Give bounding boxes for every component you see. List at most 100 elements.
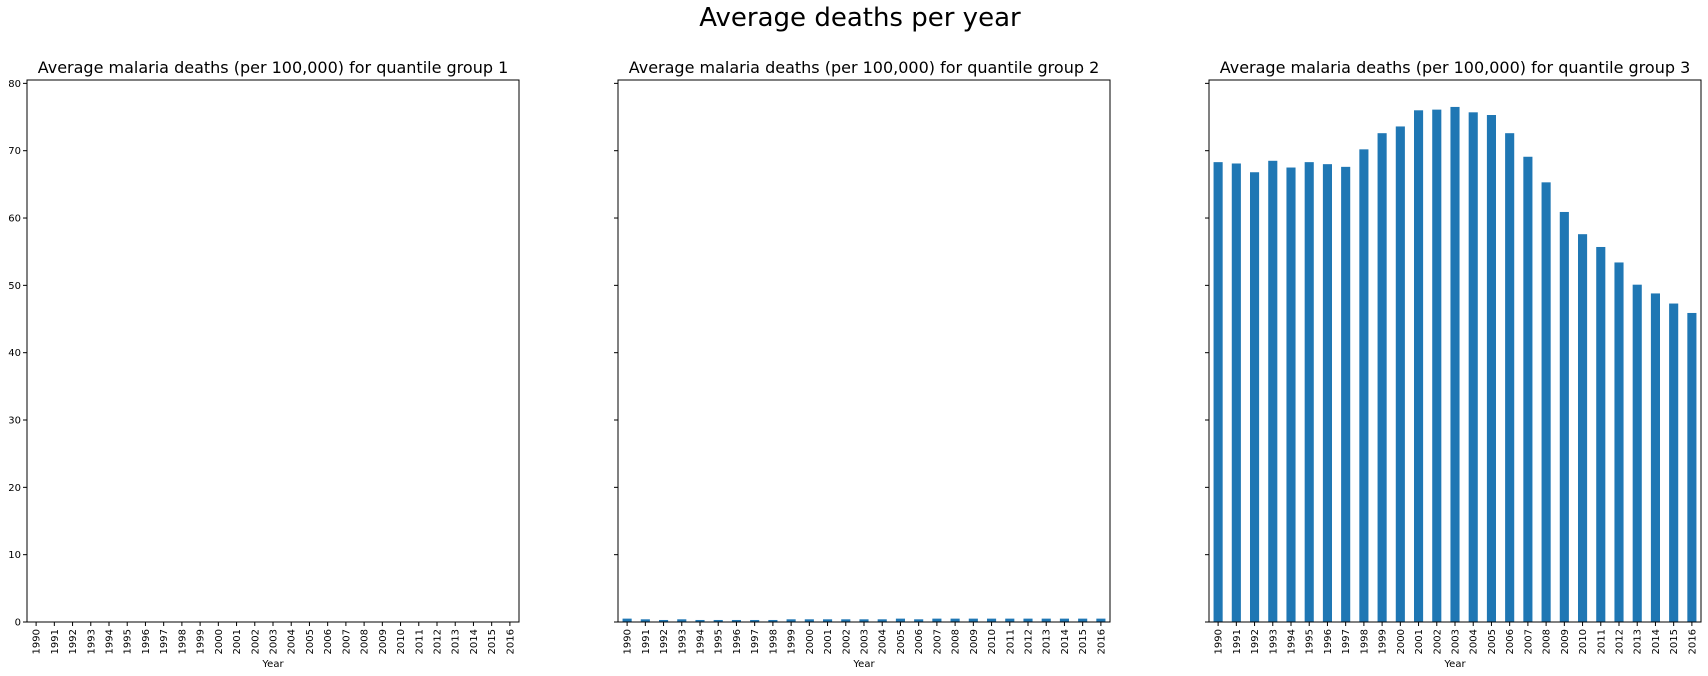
- x-tick-label: 2000: [1396, 629, 1407, 654]
- x-tick-label: 1999: [787, 629, 798, 654]
- bar: [987, 618, 997, 622]
- x-tick-label: 1998: [177, 629, 188, 654]
- axes-frame: [617, 79, 1111, 623]
- x-tick-label: 2012: [433, 629, 444, 654]
- bar: [1250, 172, 1260, 622]
- x-tick-label: 1997: [750, 629, 761, 654]
- x-tick-label: 2014: [469, 629, 480, 654]
- x-tick-label: 1998: [1359, 629, 1370, 654]
- bar: [1650, 293, 1660, 622]
- bar: [1005, 618, 1015, 622]
- x-tick-label: 1993: [1268, 629, 1279, 654]
- bar: [932, 618, 942, 622]
- y-tick-label: 30: [8, 416, 21, 427]
- x-tick-label: 1996: [141, 629, 152, 654]
- x-tick-label: 2013: [1633, 629, 1644, 654]
- bar: [750, 619, 760, 622]
- bar: [1377, 133, 1387, 622]
- bar: [1632, 284, 1642, 622]
- x-tick-label: 2008: [1542, 629, 1553, 654]
- x-tick-label: 1996: [1323, 629, 1334, 654]
- x-tick-label: 1994: [105, 629, 116, 654]
- x-tick-label: 2004: [878, 629, 889, 654]
- x-tick-label: 1991: [50, 629, 61, 654]
- x-tick-label: 2005: [1487, 629, 1498, 654]
- x-tick-label: 1993: [677, 629, 688, 654]
- bar: [914, 619, 924, 622]
- x-tick-label: 1995: [123, 629, 134, 654]
- bar: [1078, 618, 1088, 622]
- y-tick-label: 20: [8, 483, 21, 494]
- x-tick-label: 2009: [1560, 629, 1571, 654]
- bar: [968, 618, 978, 622]
- bar: [1669, 303, 1679, 622]
- x-tick-label: 2001: [823, 629, 834, 654]
- x-axis-label: Year: [1443, 659, 1466, 670]
- y-tick-label: 10: [8, 550, 21, 561]
- bar: [1395, 126, 1405, 622]
- bar: [1486, 115, 1496, 623]
- x-tick-label: 2008: [360, 629, 371, 654]
- figure-title: Average deaths per year: [699, 3, 1021, 33]
- x-tick-label: 2016: [505, 629, 516, 654]
- x-tick-label: 2009: [969, 629, 980, 654]
- x-tick-label: 2011: [414, 629, 425, 654]
- x-tick-label: 2014: [1060, 629, 1071, 654]
- x-tick-label: 2004: [287, 629, 298, 654]
- x-tick-label: 2001: [1414, 629, 1425, 654]
- bar: [877, 619, 887, 622]
- bar: [1687, 312, 1697, 622]
- x-axis-label: Year: [261, 659, 284, 670]
- bar: [1505, 133, 1515, 622]
- x-tick-label: 2015: [1078, 629, 1089, 654]
- x-tick-label: 2015: [1669, 629, 1680, 654]
- x-tick-label: 2007: [1523, 629, 1534, 654]
- subplot-2: Average malaria deaths (per 100,000) for…: [614, 58, 1111, 670]
- x-tick-label: 1998: [768, 629, 779, 654]
- x-tick-label: 2011: [1005, 629, 1016, 654]
- x-tick-label: 2006: [323, 629, 334, 654]
- x-tick-label: 2003: [860, 629, 871, 654]
- x-tick-label: 1992: [1250, 629, 1261, 654]
- y-tick-label: 50: [8, 281, 21, 292]
- subplot-title: Average malaria deaths (per 100,000) for…: [38, 58, 509, 77]
- bar: [1559, 211, 1569, 622]
- x-tick-label: 1992: [659, 629, 670, 654]
- bar: [1059, 618, 1069, 622]
- bar: [786, 619, 796, 622]
- subplot-title: Average malaria deaths (per 100,000) for…: [1220, 58, 1691, 77]
- bar: [950, 618, 960, 622]
- x-tick-label: 1995: [1305, 629, 1316, 654]
- bar: [695, 619, 705, 622]
- x-tick-label: 2010: [396, 629, 407, 654]
- x-tick-label: 2006: [914, 629, 925, 654]
- x-tick-label: 2015: [487, 629, 498, 654]
- x-tick-label: 2012: [1024, 629, 1035, 654]
- bar: [804, 619, 814, 622]
- bar: [1286, 167, 1296, 622]
- x-tick-label: 1996: [732, 629, 743, 654]
- y-tick-label: 40: [8, 348, 21, 359]
- x-tick-label: 1997: [159, 629, 170, 654]
- bar: [1096, 618, 1106, 622]
- y-tick-label: 80: [8, 79, 21, 90]
- bar: [1268, 160, 1278, 622]
- x-tick-label: 2003: [269, 629, 280, 654]
- bar: [1523, 156, 1533, 622]
- x-tick-label: 1994: [696, 629, 707, 654]
- bar: [677, 619, 687, 622]
- x-tick-label: 2002: [250, 629, 261, 654]
- y-tick-label: 0: [15, 618, 21, 629]
- x-tick-label: 1991: [1232, 629, 1243, 654]
- bar: [1023, 618, 1033, 622]
- bar: [1213, 162, 1223, 623]
- subplot-1: Average malaria deaths (per 100,000) for…: [8, 58, 520, 670]
- subplot-title: Average malaria deaths (per 100,000) for…: [629, 58, 1100, 77]
- bar: [1578, 234, 1588, 623]
- x-tick-label: 1990: [32, 629, 43, 654]
- x-tick-label: 1994: [1287, 629, 1298, 654]
- bar: [1322, 164, 1332, 622]
- bar: [622, 618, 632, 622]
- x-tick-label: 1999: [1378, 629, 1389, 654]
- x-tick-label: 2007: [932, 629, 943, 654]
